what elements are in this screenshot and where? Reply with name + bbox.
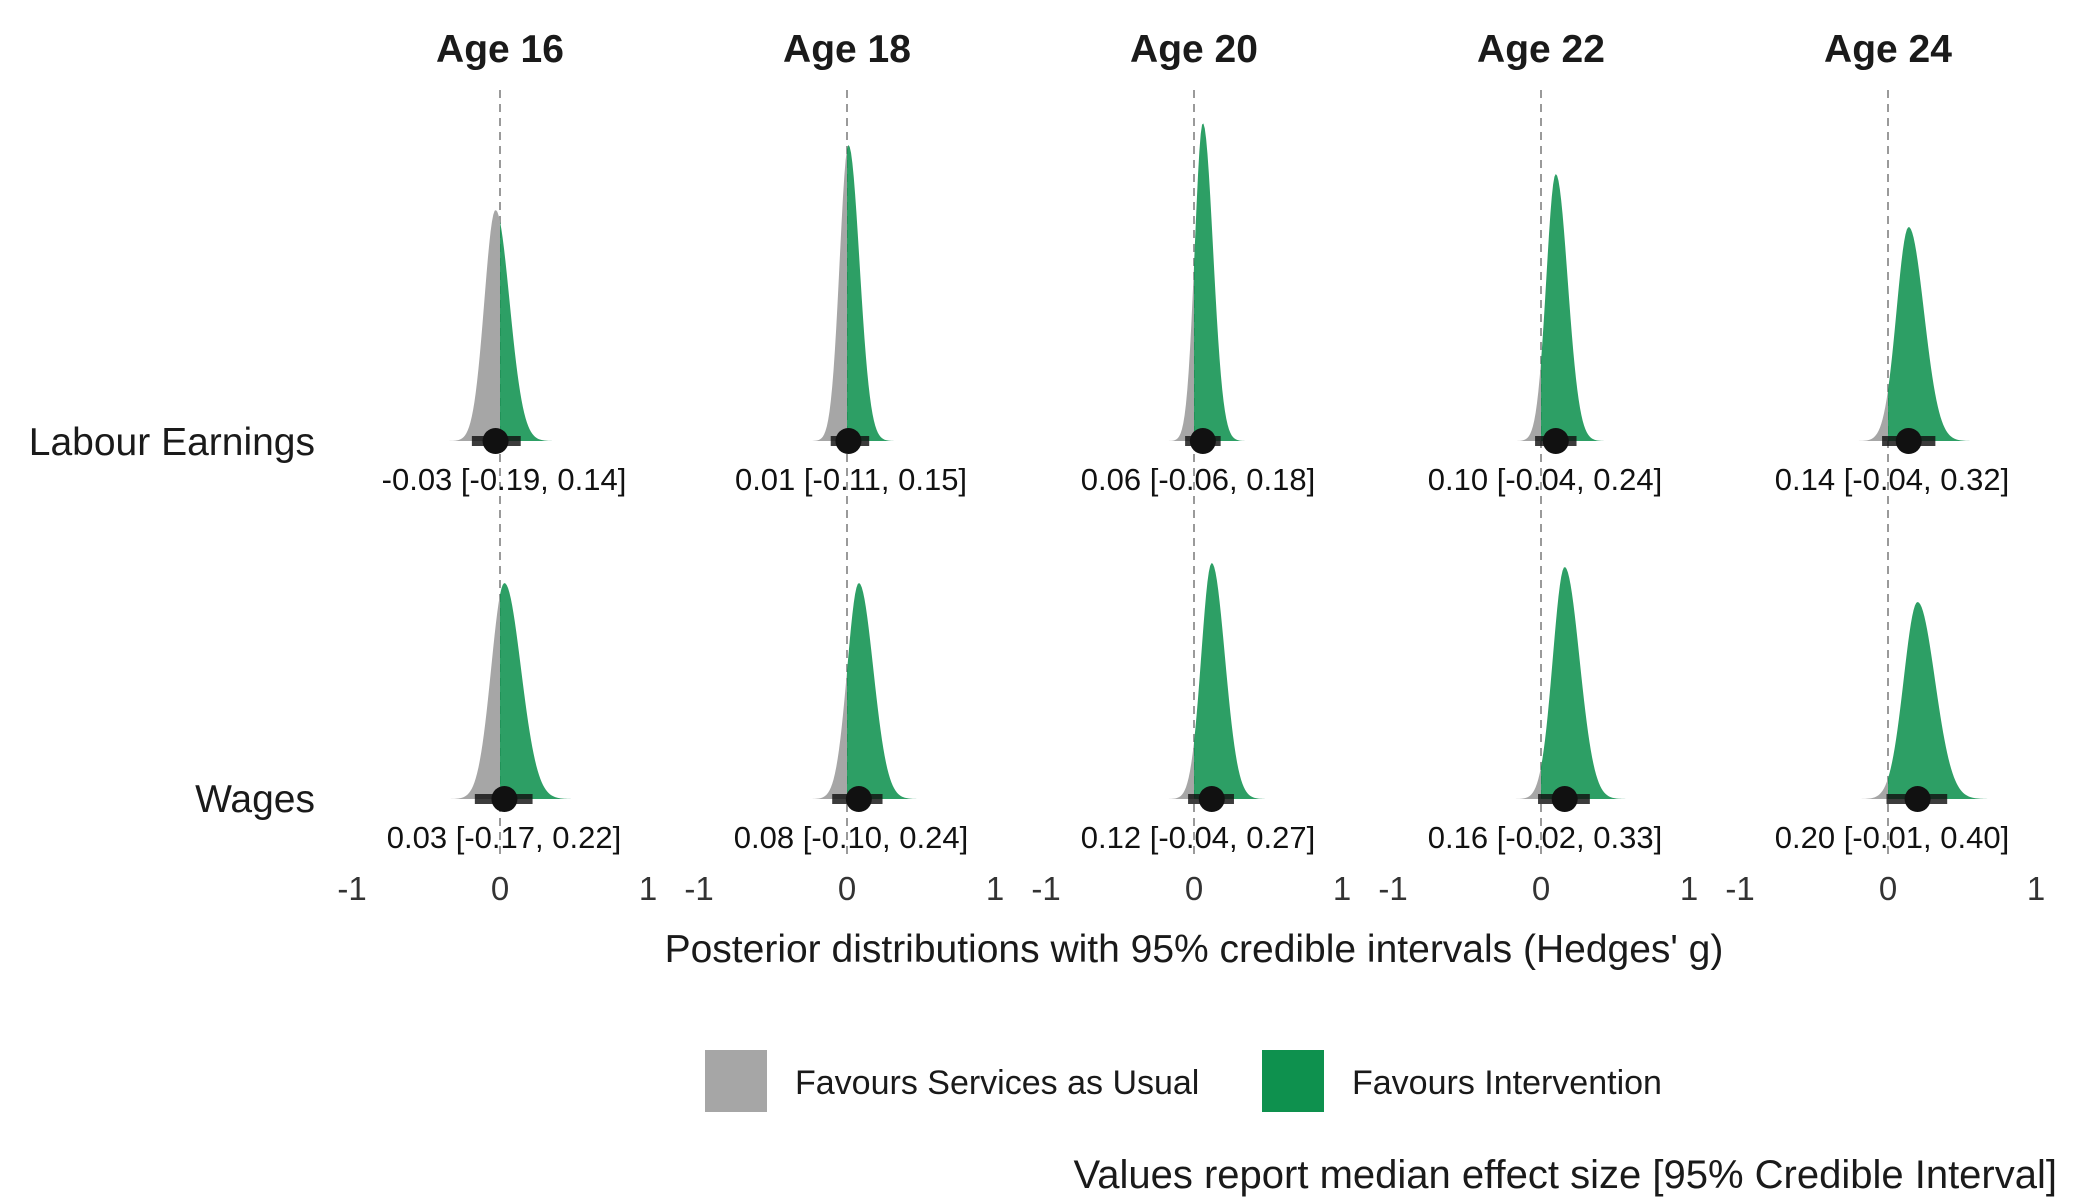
value-label: 0.06 [-0.06, 0.18] — [1081, 462, 1315, 497]
density-favours-intervention — [1194, 563, 1342, 799]
x-tick-label: 0 — [491, 870, 509, 907]
x-axis-title: Posterior distributions with 95% credibl… — [665, 928, 1724, 971]
x-tick-label: 1 — [1680, 870, 1698, 907]
median-point — [1904, 786, 1931, 812]
density-favours-intervention — [847, 145, 995, 441]
x-tick-label: -1 — [1378, 870, 1407, 907]
legend-swatch — [1262, 1050, 1324, 1112]
x-tick-label: 0 — [838, 870, 856, 907]
x-tick-label: -1 — [1725, 870, 1754, 907]
value-label: 0.08 [-0.10, 0.24] — [734, 820, 968, 855]
caption: Values report median effect size [95% Cr… — [1074, 1153, 2057, 1197]
facet-title: Age 24 — [1824, 28, 1952, 71]
density-favours-services — [352, 210, 500, 441]
facet-title: Age 16 — [436, 28, 564, 71]
median-point — [1542, 428, 1569, 454]
density-favours-services — [352, 594, 500, 799]
median-point — [1189, 428, 1216, 454]
row-label: Wages — [195, 778, 315, 821]
facet-title: Age 22 — [1477, 28, 1605, 71]
density-favours-intervention — [847, 583, 995, 799]
x-tick-label: 0 — [1879, 870, 1897, 907]
density-favours-intervention — [1888, 602, 2036, 799]
legend-label: Favours Intervention — [1352, 1064, 1662, 1102]
value-label: 0.12 [-0.04, 0.27] — [1081, 820, 1315, 855]
density-favours-intervention — [1541, 567, 1689, 799]
x-tick-label: 1 — [2027, 870, 2045, 907]
value-label: 0.14 [-0.04, 0.32] — [1775, 462, 2009, 497]
density-favours-intervention — [1541, 174, 1689, 441]
x-tick-label: 0 — [1185, 870, 1203, 907]
median-point — [491, 786, 518, 812]
facet-title: Age 20 — [1130, 28, 1258, 71]
x-tick-label: 1 — [1333, 870, 1351, 907]
median-point — [835, 428, 862, 454]
x-tick-label: 1 — [986, 870, 1004, 907]
value-label: 0.03 [-0.17, 0.22] — [387, 820, 621, 855]
density-favours-services — [699, 149, 847, 441]
facet-title: Age 18 — [783, 28, 911, 71]
value-label: 0.20 [-0.01, 0.40] — [1775, 820, 2009, 855]
density-favours-intervention — [500, 221, 648, 441]
x-tick-label: -1 — [684, 870, 713, 907]
density-favours-intervention — [1888, 227, 2036, 441]
value-label: 0.16 [-0.02, 0.33] — [1428, 820, 1662, 855]
median-point — [1198, 786, 1225, 812]
value-label: 0.01 [-0.11, 0.15] — [735, 462, 967, 497]
legend-swatch — [705, 1050, 767, 1112]
x-tick-label: 1 — [639, 870, 657, 907]
density-favours-intervention — [500, 583, 648, 799]
median-point — [482, 428, 509, 454]
legend-label: Favours Services as Usual — [795, 1064, 1199, 1102]
median-point — [845, 786, 872, 812]
median-point — [1551, 786, 1578, 812]
value-label: -0.03 [-0.19, 0.14] — [382, 462, 627, 497]
row-label: Labour Earnings — [29, 421, 315, 464]
value-label: 0.10 [-0.04, 0.24] — [1428, 462, 1662, 497]
density-favours-services — [699, 671, 847, 799]
median-point — [1895, 428, 1922, 454]
x-tick-label: -1 — [1031, 870, 1060, 907]
x-tick-label: -1 — [337, 870, 366, 907]
x-tick-label: 0 — [1532, 870, 1550, 907]
density-favours-intervention — [1194, 123, 1342, 441]
